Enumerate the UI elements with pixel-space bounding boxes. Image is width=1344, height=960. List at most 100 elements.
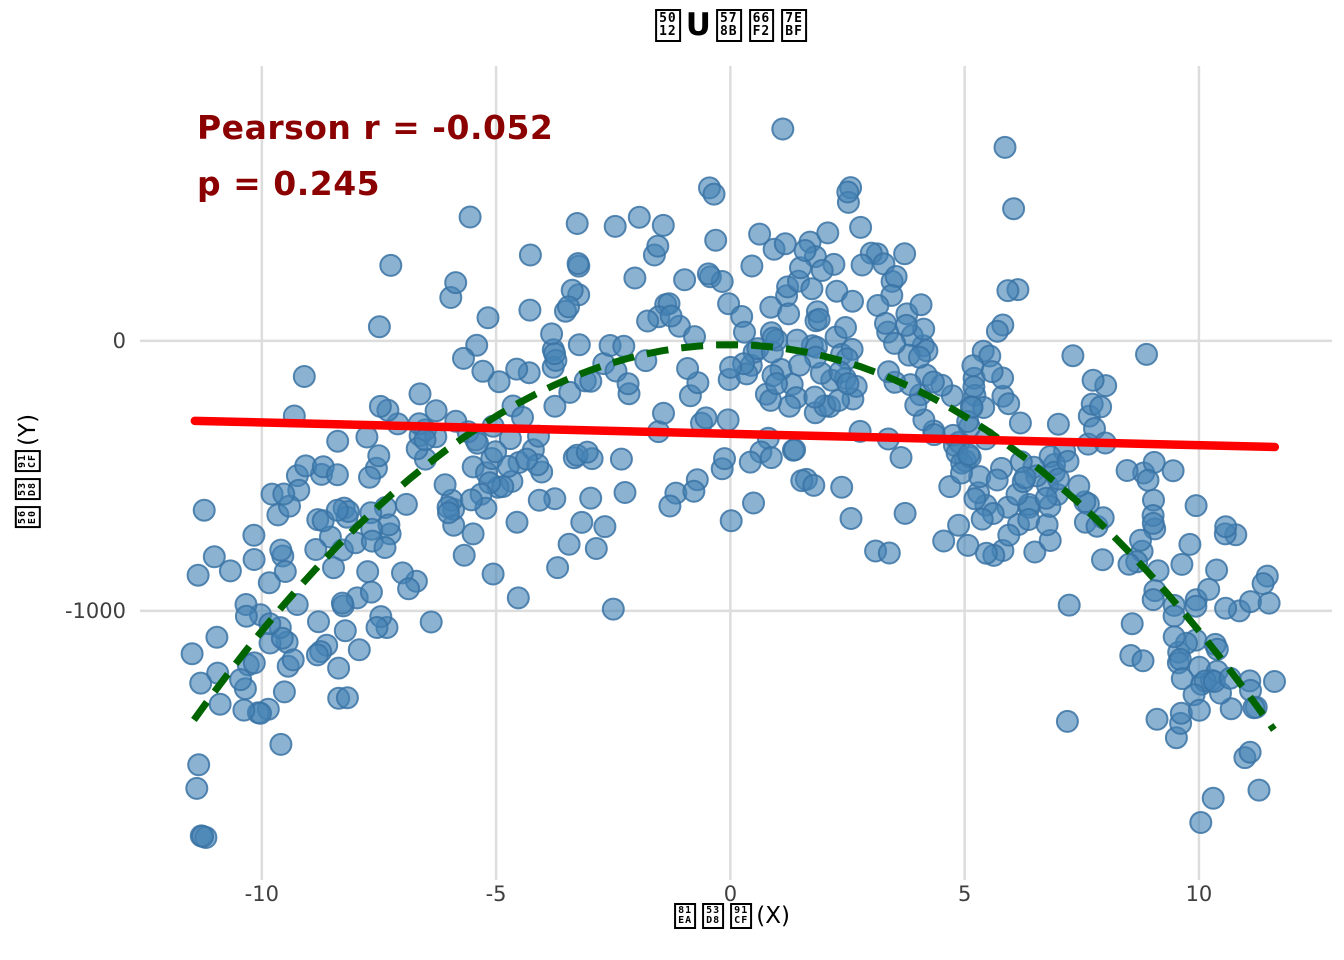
scatter-point — [807, 307, 831, 331]
scatter-point — [397, 577, 421, 601]
scatter-point — [330, 591, 354, 615]
scatter-point — [733, 320, 756, 344]
scatter-point — [292, 365, 316, 388]
scatter-point — [257, 571, 281, 595]
scatter-point — [783, 438, 807, 462]
scatter-point — [777, 302, 801, 326]
scatter-point — [1129, 528, 1152, 552]
scatter-point — [408, 382, 432, 406]
scatter-point — [974, 541, 998, 565]
scatter-point — [367, 315, 391, 339]
scatter-point — [1219, 697, 1243, 721]
scatter-point — [613, 481, 637, 504]
scatter-point — [810, 259, 834, 282]
scatter-point — [1115, 459, 1139, 482]
scatter-point — [273, 560, 297, 583]
scatter-point — [358, 465, 381, 489]
scatter-point — [1170, 667, 1194, 691]
scatter-point — [452, 543, 476, 567]
scatter-point — [997, 392, 1021, 416]
scatter-point — [234, 604, 258, 628]
scatter-point — [269, 732, 293, 756]
missing-glyph-box: 53 D8 — [14, 477, 42, 501]
scatter-point — [609, 447, 633, 471]
scatter-point — [1161, 459, 1185, 483]
scatter-point — [877, 541, 901, 565]
scatter-point — [884, 265, 908, 288]
scatter-point — [1067, 474, 1091, 498]
scatter-point — [365, 616, 389, 639]
scatter-point — [800, 277, 824, 301]
scatter-point — [651, 213, 675, 237]
scatter-point — [748, 222, 772, 246]
label-text: U — [685, 6, 711, 43]
scatter-point — [803, 385, 827, 409]
scatter-point — [961, 354, 985, 378]
missing-glyph-box: 50 12 — [655, 9, 681, 42]
scatter-point — [558, 380, 582, 404]
scatter-point — [272, 680, 296, 704]
scatter-point — [1034, 486, 1058, 510]
scatter-point — [242, 523, 266, 547]
scatter-point — [579, 486, 603, 510]
scatter-point — [304, 538, 328, 561]
scatter-point — [612, 334, 636, 358]
scatter-point — [192, 498, 216, 522]
scatter-point — [676, 357, 700, 380]
scatter-point — [716, 408, 740, 432]
scatter-point — [281, 648, 305, 672]
scatter-point — [570, 510, 594, 534]
scatter-point — [186, 563, 210, 587]
scatter-point — [565, 212, 589, 235]
scatter-point — [836, 180, 860, 204]
scatter-point — [742, 491, 765, 515]
scatter-point — [518, 298, 542, 322]
scatter-point — [543, 342, 567, 366]
scatter-point — [185, 776, 209, 800]
scatter-point — [347, 638, 371, 662]
scatter-point — [394, 492, 418, 516]
scatter-point — [893, 501, 917, 525]
scatter-point — [834, 316, 857, 339]
scatter-point — [487, 370, 511, 394]
scatter-point — [646, 234, 670, 258]
missing-glyph-box: 53 D8 — [702, 903, 725, 930]
scatter-point — [461, 522, 485, 546]
missing-glyph-box: 66 F2 — [748, 9, 775, 42]
scatter-point — [816, 221, 840, 245]
linear-fit-line — [190, 416, 1280, 452]
scatter-point — [567, 333, 591, 357]
x-tick-labels: -10 -5 0 5 10 — [245, 882, 1213, 906]
scatter-point — [652, 401, 675, 425]
scatter-point — [957, 443, 981, 467]
scatter-point — [1205, 558, 1229, 582]
scatter-point — [616, 372, 640, 396]
scatter-point — [1168, 647, 1192, 671]
scatter-point — [996, 279, 1020, 303]
scatter-point — [636, 309, 660, 333]
scatter-point — [839, 507, 863, 530]
scatter-point — [909, 293, 933, 317]
quadratic-fit-line — [191, 341, 1277, 732]
scatter-point — [1247, 778, 1271, 802]
scatter-point — [189, 671, 213, 695]
scatter-point — [1257, 591, 1281, 615]
scatter-point — [738, 450, 762, 474]
scatter-point — [270, 626, 294, 650]
y-tick-labels: 0 -1000 — [65, 329, 126, 623]
scatter-point — [202, 545, 226, 569]
scatter-point — [325, 498, 349, 522]
scatter-point — [187, 753, 211, 777]
scatter-point — [893, 242, 917, 266]
scatter-point — [476, 306, 500, 330]
scatter-point — [242, 548, 266, 571]
scatter-point — [1187, 698, 1211, 722]
scatter-point — [1197, 577, 1221, 601]
scatter-point — [771, 117, 795, 141]
scatter-point — [659, 304, 683, 328]
scatter-point — [437, 501, 460, 525]
scatter-point — [1008, 411, 1032, 435]
linear-fit-path — [190, 416, 1280, 452]
scatter-point — [191, 824, 215, 848]
scatter-point — [960, 395, 984, 419]
